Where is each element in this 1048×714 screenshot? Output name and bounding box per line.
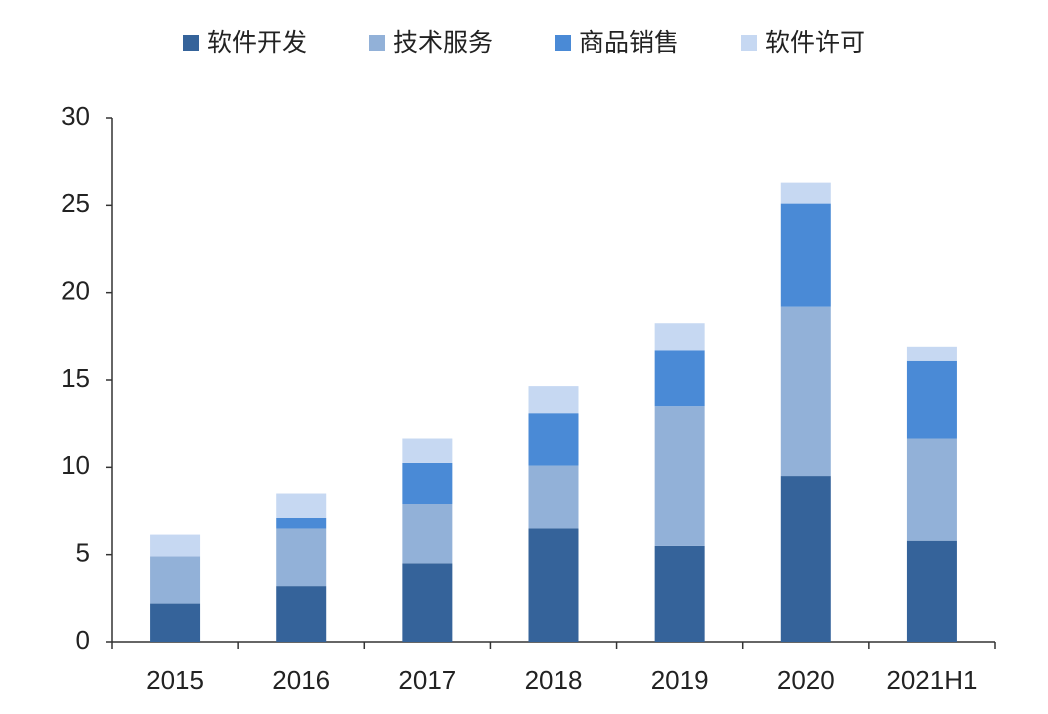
bar-segment <box>276 586 327 642</box>
bar-segment <box>654 406 705 546</box>
y-tick-label: 0 <box>76 625 90 655</box>
bar-segment <box>150 534 201 557</box>
bar-segment <box>276 528 327 587</box>
x-tick-label: 2016 <box>272 665 330 695</box>
legend-label: 技术服务 <box>393 28 493 57</box>
bar-segment <box>780 182 831 204</box>
y-tick-label: 5 <box>76 538 90 568</box>
y-tick-label: 20 <box>61 276 90 306</box>
bar-segment <box>528 528 579 642</box>
bar-segment <box>402 462 453 505</box>
bar-segment <box>906 438 957 541</box>
legend-swatch <box>555 35 571 51</box>
bar-segment <box>276 493 327 518</box>
bar-segment <box>654 545 705 642</box>
y-tick-label: 25 <box>61 188 90 218</box>
x-tick-label: 2018 <box>525 665 583 695</box>
bar-segment <box>402 563 453 642</box>
bar-segment <box>150 603 201 642</box>
legend-label: 软件许可 <box>765 28 865 57</box>
x-tick-label: 2015 <box>146 665 204 695</box>
bar-segment <box>780 476 831 642</box>
bar-segment <box>906 346 957 361</box>
legend-swatch <box>741 35 757 51</box>
bar-segment <box>150 556 201 604</box>
x-tick-label: 2020 <box>777 665 835 695</box>
bar-segment <box>906 360 957 439</box>
legend-label: 商品销售 <box>579 28 679 57</box>
bar-segment <box>528 465 579 529</box>
bar-segment <box>528 413 579 466</box>
bar-segment <box>654 323 705 351</box>
legend-swatch <box>369 35 385 51</box>
bar-segment <box>402 438 453 463</box>
x-tick-label: 2019 <box>651 665 709 695</box>
legend-label: 软件开发 <box>207 28 307 57</box>
bar-segment <box>780 203 831 307</box>
x-tick-label: 2017 <box>398 665 456 695</box>
bar-segment <box>906 540 957 642</box>
legend-swatch <box>183 35 199 51</box>
bar-segment <box>402 504 453 564</box>
bar-segment <box>276 517 327 529</box>
y-tick-label: 30 <box>61 101 90 131</box>
y-tick-label: 15 <box>61 363 90 393</box>
x-tick-label: 2021H1 <box>886 665 977 695</box>
bar-segment <box>528 386 579 414</box>
bar-segment <box>780 306 831 477</box>
bar-segment <box>654 350 705 407</box>
y-tick-label: 10 <box>61 450 90 480</box>
